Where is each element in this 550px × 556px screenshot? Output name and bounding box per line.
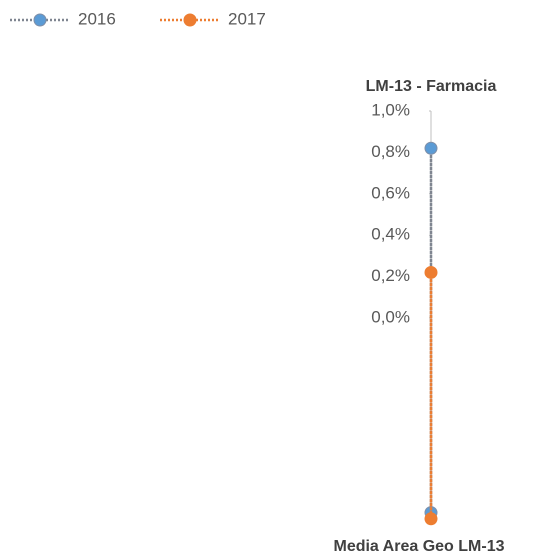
r-tick-label: 0,0% (371, 307, 410, 326)
r-tick-label: 0,6% (371, 183, 410, 202)
category-label: LM-13 - Farmacia (366, 78, 497, 95)
legend-label: 2016 (78, 9, 116, 28)
data-point (424, 141, 438, 155)
legend-marker (183, 13, 197, 27)
category-label: Media Area Geo LM-13 (333, 538, 504, 555)
data-point (424, 265, 438, 279)
legend-marker (33, 13, 47, 27)
r-tick-label: 0,4% (371, 225, 410, 244)
data-point (424, 512, 438, 526)
r-tick-label: 0,2% (371, 266, 410, 285)
r-tick-label: 0,8% (371, 142, 410, 161)
r-tick-label: 1,0% (371, 100, 410, 119)
legend-label: 2017 (228, 9, 266, 28)
